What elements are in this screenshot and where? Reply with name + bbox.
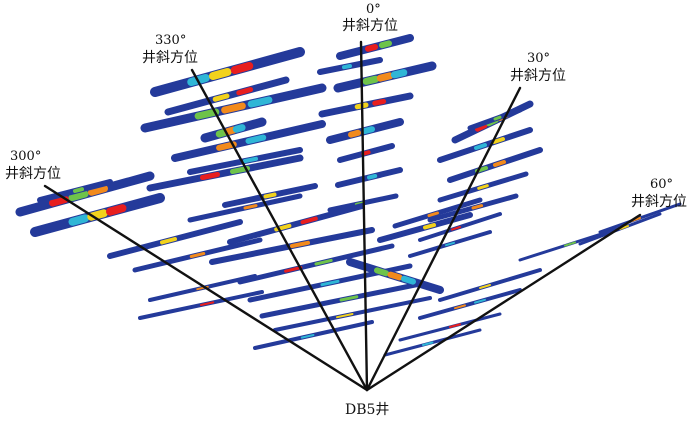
azimuth-label-30: 30° 井斜方位 xyxy=(510,51,566,84)
fracture-color-segment xyxy=(232,124,246,133)
fracture-color-segment xyxy=(474,298,486,304)
fracture-color-segment xyxy=(300,334,315,339)
ray-0 xyxy=(359,40,369,392)
fracture-color-segment xyxy=(339,295,359,302)
fracture-color-segment xyxy=(477,184,489,190)
fracture-color-segment xyxy=(247,96,273,108)
fracture-strip xyxy=(227,203,365,245)
fracture-strip xyxy=(146,154,304,192)
fracture-color-segment xyxy=(216,141,237,151)
fracture-color-segment xyxy=(423,223,436,230)
fracture-color-segment xyxy=(160,237,177,245)
fracture-color-segment xyxy=(49,195,69,207)
fracture-color-segment xyxy=(449,323,461,328)
azimuth-300-degree: 300° xyxy=(10,149,41,164)
fracture-color-segment xyxy=(348,129,361,138)
fracture-color-segment xyxy=(619,225,629,230)
fracture-color-segment xyxy=(492,137,505,144)
fracture-color-segment xyxy=(564,241,576,247)
azimuth-label-330: 330° 井斜方位 xyxy=(142,33,198,66)
fracture-strips xyxy=(15,34,682,357)
fracture-color-segment xyxy=(361,150,371,156)
azimuth-60-degree: 60° xyxy=(650,177,673,192)
fracture-color-segment xyxy=(451,226,461,231)
fracture-color-segment xyxy=(390,69,408,79)
azimuth-300-text: 井斜方位 xyxy=(5,166,61,182)
fracture-color-segment xyxy=(342,64,352,70)
fracture-color-segment xyxy=(336,313,354,319)
ray-30 xyxy=(365,86,522,392)
fracture-color-segment xyxy=(376,72,394,82)
azimuth-60-text: 井斜方位 xyxy=(631,194,687,210)
fracture-color-segment xyxy=(284,266,303,273)
fracture-color-segment xyxy=(427,211,439,218)
fracture-color-segment xyxy=(73,187,84,193)
fracture-color-segment xyxy=(194,108,220,120)
fracture-color-segment xyxy=(290,240,310,248)
azimuth-330-text: 井斜方位 xyxy=(142,50,198,66)
fracture-color-segment xyxy=(475,123,488,132)
fracture-color-segment xyxy=(200,301,215,306)
azimuth-0-text: 井斜方位 xyxy=(342,18,398,34)
fracture-color-segment xyxy=(493,160,506,167)
fracture-color-segment xyxy=(479,284,491,289)
azimuth-30-text: 井斜方位 xyxy=(510,68,566,84)
fracture-color-segment xyxy=(365,44,378,52)
fracture-color-segment xyxy=(230,62,254,74)
fracture-color-segment xyxy=(493,115,502,121)
fracture-color-segment xyxy=(474,143,487,150)
fracture-color-segment xyxy=(215,128,229,138)
fracture-color-segment xyxy=(88,185,108,196)
fracture-color-segment xyxy=(106,204,127,216)
fracture-color-segment xyxy=(221,102,246,114)
fracture-color-segment xyxy=(445,241,455,247)
fracture-color-segment xyxy=(68,214,89,226)
fracture-color-segment xyxy=(362,126,375,134)
azimuth-0-degree: 0° xyxy=(366,2,381,17)
ray-300 xyxy=(43,184,369,392)
azimuth-label-0: 0° 井斜方位 xyxy=(342,2,398,34)
fracture-color-segment xyxy=(236,87,254,96)
ray-330 xyxy=(190,68,369,392)
fracture-color-segment xyxy=(209,68,232,80)
fracture-color-segment xyxy=(372,98,387,106)
fracture-color-segment xyxy=(245,134,267,144)
fracture-color-segment xyxy=(422,341,434,346)
fracture-color-segment xyxy=(314,258,333,266)
ray-60 xyxy=(365,213,642,392)
fracture-color-segment xyxy=(401,275,416,285)
fracture-color-segment xyxy=(362,75,380,85)
fracture-color-segment xyxy=(68,190,89,202)
fracture-color-segment xyxy=(243,156,258,163)
fracture-color-segment xyxy=(454,304,466,310)
fracture-color-segment xyxy=(374,267,389,277)
fracture-color-segment xyxy=(471,204,484,210)
fracture-color-segment xyxy=(320,279,340,287)
fracture-color-segment xyxy=(212,93,230,102)
fracture-color-segment xyxy=(367,174,378,180)
well-label: DB5井 xyxy=(345,402,389,418)
fracture-color-segment xyxy=(387,271,403,281)
fracture-color-segment xyxy=(224,126,237,136)
azimuth-330-degree: 330° xyxy=(155,33,186,48)
fracture-color-segment xyxy=(300,216,318,225)
azimuth-rays xyxy=(43,40,642,392)
azimuth-30-degree: 30° xyxy=(527,51,550,66)
fracture-color-segment xyxy=(379,40,392,49)
azimuth-label-300: 300° 井斜方位 xyxy=(5,149,61,182)
fracture-color-segment xyxy=(243,204,258,210)
azimuth-label-60: 60° 井斜方位 xyxy=(631,177,687,210)
fracture-strip xyxy=(418,288,522,320)
fracture-color-segment xyxy=(189,252,206,258)
fracture-color-segment xyxy=(263,192,277,199)
fracture-color-segment xyxy=(200,172,220,180)
